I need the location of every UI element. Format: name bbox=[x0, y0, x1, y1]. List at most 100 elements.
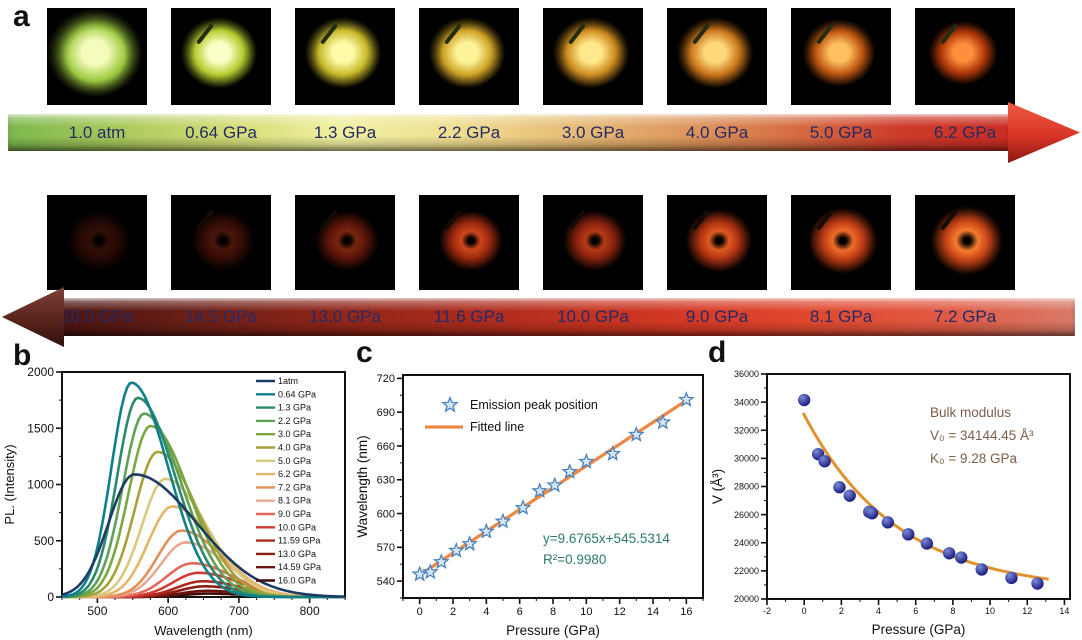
sample-photo bbox=[791, 195, 891, 290]
chart-text: Pressure (GPa) bbox=[872, 622, 966, 637]
chart-text: 600 bbox=[377, 508, 395, 520]
emission-peak-point bbox=[561, 463, 578, 479]
photo-vignette bbox=[171, 8, 271, 105]
chart-text: 20000 bbox=[734, 594, 759, 604]
emission-peak-point bbox=[577, 452, 595, 469]
volume-data-point bbox=[833, 481, 846, 494]
pressure-label: 11.6 GPa bbox=[433, 307, 505, 326]
arrowhead-right-icon bbox=[1008, 102, 1080, 163]
pressure-label: 16.0 GPa bbox=[61, 307, 133, 326]
chart-text: 1.3 GPa bbox=[278, 403, 311, 413]
photo-vignette bbox=[915, 8, 1015, 105]
plot-frame bbox=[766, 373, 1071, 600]
chart-text: 22000 bbox=[734, 566, 759, 576]
chart-text: 1atm bbox=[278, 376, 298, 386]
chart-text: 7.2 GPa bbox=[278, 482, 311, 492]
pressure-gradient-bar bbox=[8, 114, 1010, 151]
chart-text: 28000 bbox=[734, 482, 759, 492]
emission-peak-point bbox=[411, 565, 428, 582]
chart-text: 32000 bbox=[734, 425, 759, 435]
volume-data-point bbox=[1031, 577, 1044, 590]
chart-text: 4 bbox=[876, 606, 881, 616]
volume-data-point bbox=[865, 507, 879, 520]
panel-c-label: c bbox=[356, 336, 373, 369]
emission-peak-point bbox=[531, 482, 549, 499]
chart-text: 690 bbox=[377, 407, 395, 419]
volume-data-point bbox=[902, 528, 915, 541]
sample-photo bbox=[667, 195, 767, 290]
volume-data-point bbox=[975, 563, 988, 576]
chart-text: 14 bbox=[1059, 606, 1069, 616]
chart-text: 24000 bbox=[734, 538, 759, 548]
pressure-label: 9.0 GPa bbox=[685, 307, 749, 326]
chart-text: 570 bbox=[377, 542, 395, 554]
chart-text: 800 bbox=[300, 604, 320, 618]
chart-text: 26000 bbox=[734, 510, 759, 520]
chart-text: 6.2 GPa bbox=[278, 469, 311, 479]
volume-data-point bbox=[881, 516, 895, 529]
chart-text: 2.2 GPa bbox=[278, 416, 311, 426]
chart-text: 13.0 GPa bbox=[278, 549, 316, 559]
chart-text: Wavelength (nm) bbox=[355, 435, 370, 537]
emission-peak-point bbox=[478, 522, 495, 539]
photo-vignette bbox=[791, 8, 891, 105]
pressure-label: 4.0 GPa bbox=[685, 122, 749, 142]
chart-text: 14.59 GPa bbox=[278, 562, 321, 572]
chart-text: 6 bbox=[517, 606, 523, 618]
sample-photo bbox=[543, 8, 643, 105]
arrowhead-left-icon bbox=[2, 287, 64, 347]
chart-text: 3.0 GPa bbox=[278, 429, 311, 439]
volume-data-point bbox=[955, 551, 968, 564]
sample-photo bbox=[295, 195, 395, 290]
pl-spectra-chart: 500 600 700 800 0 500 1000 1500 2000 Wavelength (… bbox=[2, 365, 346, 638]
legend-star-icon bbox=[441, 395, 459, 413]
bar-sheen bbox=[8, 114, 1010, 151]
panel-a-label: a bbox=[13, 0, 30, 33]
photo-vignette bbox=[419, 8, 519, 105]
photo-vignette bbox=[419, 195, 519, 290]
photo-vignette bbox=[171, 195, 271, 290]
chart-text: 660 bbox=[377, 441, 395, 453]
volume-data-point bbox=[818, 454, 831, 468]
volume-data-point bbox=[797, 393, 811, 407]
volume-data-point bbox=[920, 537, 934, 550]
chart-text: 9.0 GPa bbox=[278, 509, 311, 519]
chart-text: PL. (Intensity) bbox=[2, 444, 17, 524]
chart-text: Bulk modulus bbox=[930, 405, 1011, 420]
chart-text: 16 bbox=[680, 606, 692, 618]
photo-vignette bbox=[543, 8, 643, 105]
pressure-label: 5.0 GPa bbox=[809, 122, 873, 142]
chart-text: 30000 bbox=[734, 454, 759, 464]
chart-text: K₀ = 9.28 GPa bbox=[930, 451, 1018, 466]
chart-text: 8 bbox=[550, 606, 556, 618]
sample-photo bbox=[791, 8, 891, 105]
sample-photo bbox=[915, 8, 1015, 105]
volume-pressure-chart: -2 0 2 4 6 8 10 12 14 20000 22000 24000 26000 28000 30… bbox=[710, 369, 1071, 637]
pressure-label: 10.0 GPa bbox=[557, 307, 629, 326]
sample-photo bbox=[543, 195, 643, 290]
pressure-label: 3.0 GPa bbox=[561, 122, 625, 142]
chart-text: 2 bbox=[839, 606, 844, 616]
emission-peak-point bbox=[433, 553, 450, 570]
sample-photo bbox=[419, 195, 519, 290]
chart-text: 36000 bbox=[734, 369, 759, 379]
photo-vignette bbox=[667, 195, 767, 290]
pressure-label: 14.5 GPa bbox=[185, 307, 257, 326]
sample-photo bbox=[667, 8, 767, 105]
volume-data-point bbox=[942, 547, 956, 560]
photo-vignette bbox=[667, 8, 767, 105]
emission-peak-point bbox=[447, 541, 465, 558]
chart-text: 34000 bbox=[734, 397, 759, 407]
photo-vignette bbox=[47, 195, 147, 290]
chart-text: 2 bbox=[450, 606, 456, 618]
spectrum-curve bbox=[61, 381, 345, 599]
chart-text: 0.64 GPa bbox=[278, 389, 316, 399]
chart-text: 0 bbox=[802, 606, 807, 616]
chart-text: 10 bbox=[985, 606, 995, 616]
photo-vignette bbox=[915, 195, 1015, 290]
chart-text: 720 bbox=[377, 373, 395, 385]
chart-text: 2000 bbox=[27, 365, 54, 379]
chart-text: 8.1 GPa bbox=[278, 496, 311, 506]
pressure-label: 0.64 GPa bbox=[185, 122, 257, 142]
